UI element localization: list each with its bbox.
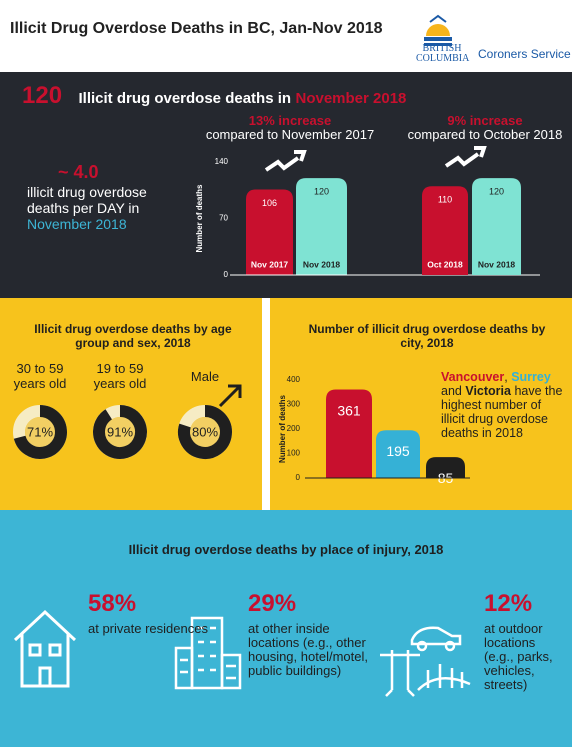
place-value: 58% [88, 590, 137, 617]
category-label: 30 to 59 years old [14, 361, 67, 391]
city-annotation: Vancouver, Surrey and Victoria have the … [441, 370, 566, 440]
y-tick-label: 200 [287, 424, 301, 433]
bar [472, 178, 521, 275]
donut-center [25, 417, 55, 447]
house-icon [13, 609, 77, 688]
logo-line: COLUMBIA [416, 53, 470, 64]
headline-month: November 2018 [295, 90, 407, 107]
value-label: 106 [262, 198, 277, 208]
value-label: 195 [386, 443, 410, 459]
logo-line: BRITISH [422, 43, 462, 54]
per-day-label: illicit drug overdose deaths per DAY in [27, 184, 147, 216]
page-title: Illicit Drug Overdose Deaths in BC, Jan-… [10, 20, 383, 37]
annotation-part: have the highest number of illicit drug … [441, 384, 563, 440]
bar [376, 430, 420, 478]
chart-subtitle: compared to November 2017 [205, 127, 375, 142]
donut-center [190, 417, 220, 447]
value-label: 80% [192, 424, 218, 439]
place-title: Illicit drug overdose deaths by place of… [128, 542, 444, 557]
category-label: Nov 2018 [478, 259, 516, 269]
bar [296, 178, 347, 275]
chart-title: Illicit drug overdose deaths by age grou… [34, 322, 232, 350]
monthly-headline: 120 Illicit drug overdose deaths in Nove… [22, 82, 406, 110]
y-tick-label: 0 [224, 270, 229, 279]
value-label: 120 [489, 187, 504, 197]
place-value: 29% [248, 590, 297, 617]
chart-title: 13% increase [248, 113, 332, 128]
chart-title: Number of illicit drug overdose deaths b… [308, 322, 546, 350]
annotation-part: Victoria [465, 384, 511, 398]
bar [246, 189, 293, 275]
headline-text: Illicit drug overdose deaths in [78, 90, 292, 107]
bar [426, 457, 465, 478]
place-value: 12% [484, 590, 533, 617]
yellow-band [0, 298, 572, 510]
male-icon [218, 384, 242, 408]
blue-band [0, 510, 572, 747]
y-tick-label: 100 [287, 449, 301, 458]
value-label: 361 [337, 402, 361, 418]
building-icon [174, 616, 242, 690]
annotation-part: Vancouver [441, 370, 505, 384]
y-tick-label: 140 [215, 157, 229, 166]
donut-arc [13, 405, 67, 459]
outdoor-icon [380, 626, 471, 697]
place-item: 12% at outdoor locations (e.g., parks, v… [484, 590, 564, 692]
category-label: 19 to 59 years old [94, 361, 147, 391]
monthly-count: 120 [22, 82, 63, 109]
bar [326, 389, 372, 478]
place-text: at other inside locations (e.g., other h… [248, 621, 368, 678]
annotation-part: , [504, 370, 512, 384]
category-label: Nov 2018 [303, 259, 341, 269]
place-item: 58% at private residences [88, 590, 208, 636]
place-text: at private residences [88, 621, 208, 636]
y-tick-label: 300 [287, 400, 301, 409]
logo-text: BRITISH COLUMBIA [416, 43, 470, 64]
value-label: 120 [314, 187, 329, 197]
per-day-text: illicit drug overdose deaths per DAY in … [27, 184, 177, 232]
y-axis-label: Number of deaths [278, 394, 287, 463]
value-label: 91% [107, 424, 133, 439]
bar [422, 186, 468, 275]
chart-title: 9% increase [447, 113, 523, 128]
chart-subtitle: compared to October 2018 [407, 127, 563, 142]
value-label: 71% [27, 424, 53, 439]
place-item: 29% at other inside locations (e.g., oth… [248, 590, 373, 678]
category-label: Nov 2017 [251, 259, 289, 269]
y-tick-label: 400 [287, 375, 301, 384]
donut-arc [178, 405, 232, 459]
category-label: Male [191, 369, 219, 384]
y-axis-label: Number of deaths [195, 184, 204, 253]
divider [262, 298, 270, 510]
place-text: at outdoor locations (e.g., parks, vehic… [484, 621, 553, 692]
per-day-month: November 2018 [27, 216, 127, 232]
service-name: Coroners Service [478, 47, 571, 61]
y-tick-label: 70 [219, 214, 228, 223]
y-tick-label: 0 [296, 473, 301, 482]
arrow-icons [264, 146, 487, 172]
donut-center [105, 417, 135, 447]
annotation-part: and [441, 384, 466, 398]
per-day-value: ~ 4.0 [58, 162, 99, 182]
donut-arc [93, 405, 147, 459]
annotation-part: Surrey [511, 370, 551, 384]
category-label: Oct 2018 [427, 259, 463, 269]
logo-icon [424, 14, 452, 46]
value-label: 110 [438, 195, 452, 205]
